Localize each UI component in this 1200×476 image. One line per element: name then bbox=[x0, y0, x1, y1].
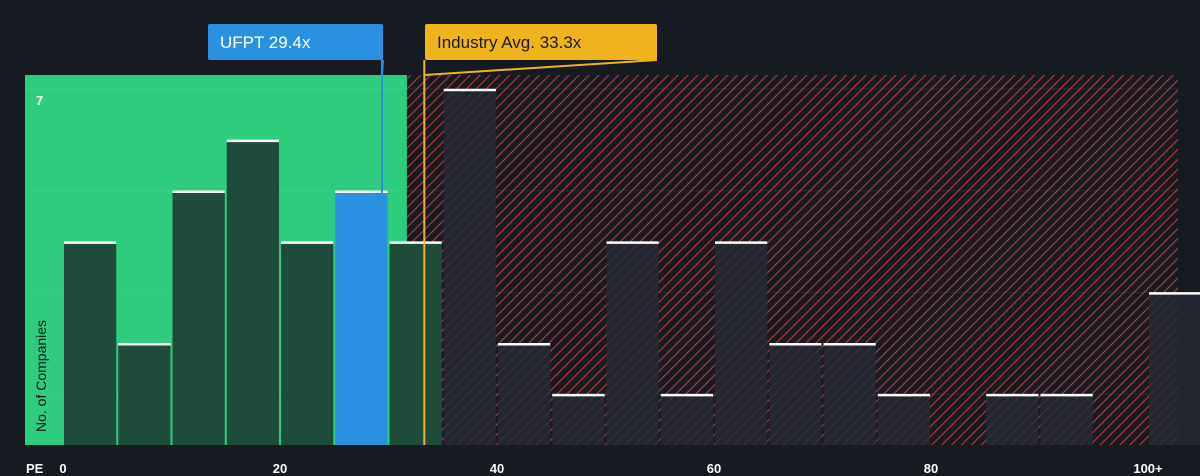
histogram-bar bbox=[606, 241, 659, 445]
histogram-bar bbox=[769, 343, 822, 445]
x-tick-label: 40 bbox=[490, 461, 504, 476]
company-callout-label: UFPT 29.4x bbox=[220, 33, 311, 52]
x-tick-label: 20 bbox=[273, 461, 287, 476]
x-tick-label: 0 bbox=[59, 461, 66, 476]
histogram-bar bbox=[226, 139, 279, 445]
industry-callout-box bbox=[425, 24, 657, 60]
histogram-bar bbox=[498, 343, 551, 445]
company-connector bbox=[380, 59, 384, 76]
histogram-bar bbox=[986, 394, 1039, 445]
histogram-bar bbox=[118, 343, 171, 445]
histogram-bar bbox=[172, 190, 225, 445]
histogram-bar bbox=[1040, 394, 1093, 445]
y-axis-label: No. of Companies bbox=[33, 320, 49, 432]
histogram-bar bbox=[877, 394, 930, 445]
histogram-bar bbox=[660, 394, 713, 445]
y-axis-max-label: 7 bbox=[36, 93, 43, 108]
histogram-bar bbox=[335, 190, 388, 445]
histogram-bar bbox=[1149, 292, 1200, 445]
histogram-bar bbox=[823, 343, 876, 445]
x-axis-label: PE bbox=[26, 461, 44, 476]
histogram-bar bbox=[389, 241, 442, 445]
histogram-bar bbox=[552, 394, 605, 445]
industry-connector bbox=[424, 59, 658, 76]
company-callout-box bbox=[208, 24, 383, 60]
histogram-bar bbox=[443, 89, 496, 445]
x-tick-label: 60 bbox=[707, 461, 721, 476]
industry-callout-label: Industry Avg. 33.3x bbox=[437, 33, 582, 52]
histogram-bar bbox=[715, 241, 768, 445]
histogram-bar bbox=[281, 241, 334, 445]
histogram-bar bbox=[64, 241, 117, 445]
x-tick-label: 80 bbox=[924, 461, 938, 476]
x-tick-label: 100+ bbox=[1133, 461, 1163, 476]
